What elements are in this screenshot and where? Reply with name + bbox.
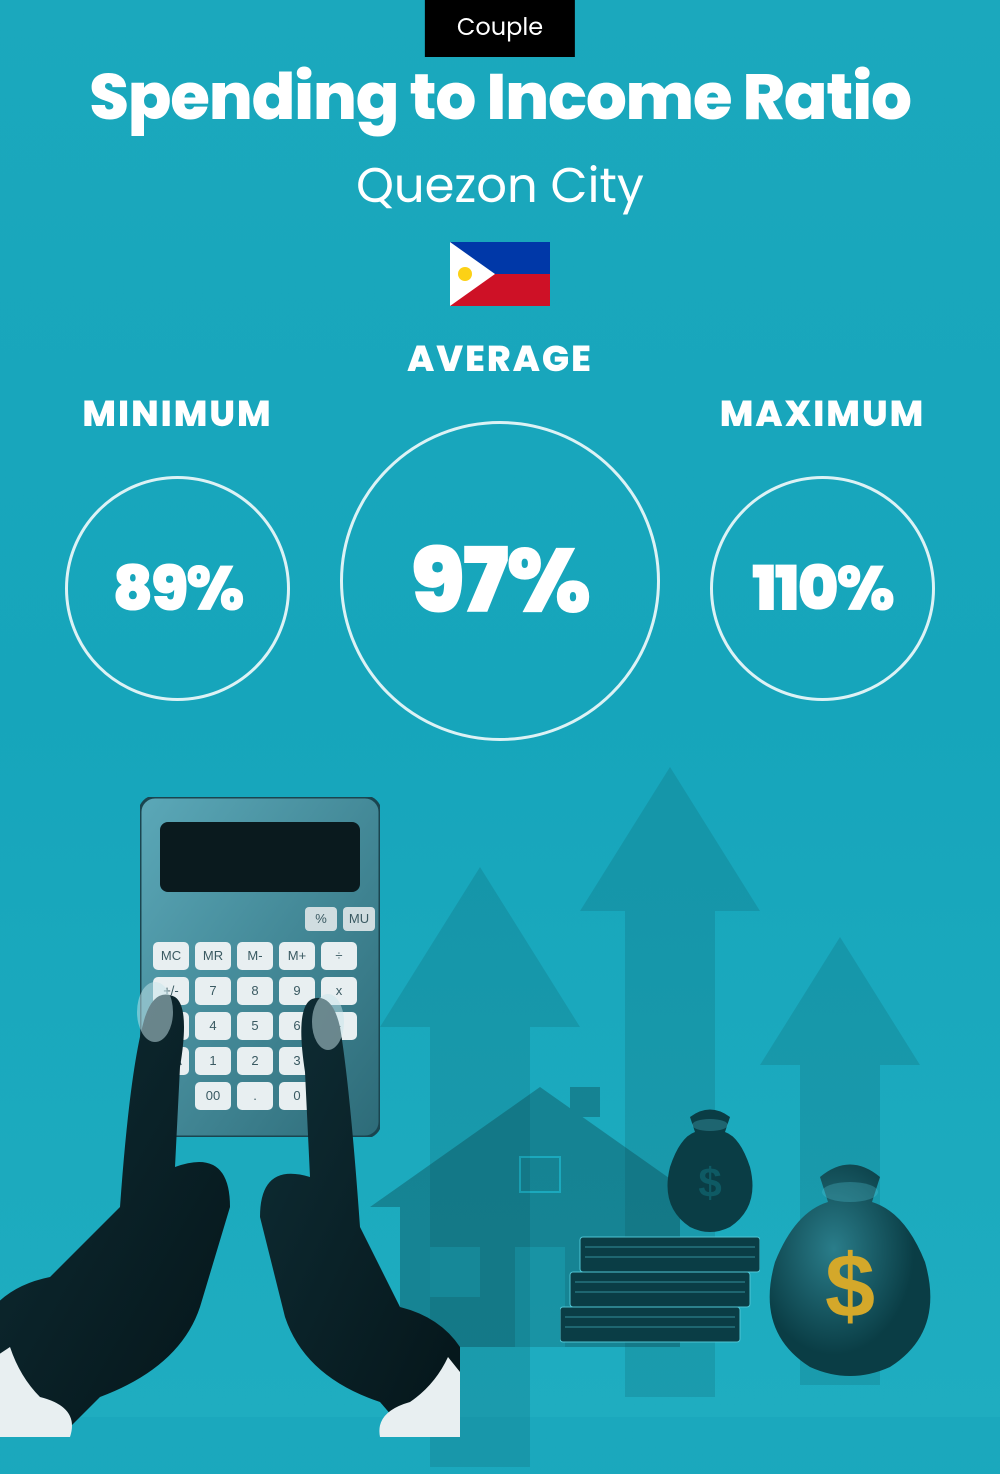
average-value: 97% xyxy=(411,513,589,649)
maximum-value: 110% xyxy=(752,542,893,635)
minimum-value: 89% xyxy=(113,542,243,635)
metric-average: AVERAGE 97% xyxy=(340,386,660,741)
maximum-circle: 110% xyxy=(710,476,935,701)
metric-maximum: MAXIMUM 110% xyxy=(710,386,935,701)
average-circle: 97% xyxy=(340,421,660,741)
metrics-row: MINIMUM 89% AVERAGE 97% MAXIMUM 110% xyxy=(0,306,1000,741)
average-label: AVERAGE xyxy=(407,331,593,386)
badge-label: Couple xyxy=(457,11,543,44)
page-subtitle: Quezon City xyxy=(0,150,1000,222)
metric-minimum: MINIMUM 89% xyxy=(65,386,290,701)
svg-text:$: $ xyxy=(825,1237,875,1337)
category-badge: Couple xyxy=(425,0,575,57)
maximum-label: MAXIMUM xyxy=(720,386,925,441)
page-title: Spending to Income Ratio xyxy=(0,50,1000,145)
minimum-label: MINIMUM xyxy=(82,386,272,441)
hands-icon xyxy=(0,787,460,1437)
illustration-area: $ $ xyxy=(0,797,1000,1417)
money-bag-large-icon: $ xyxy=(750,1147,950,1387)
minimum-circle: 89% xyxy=(65,476,290,701)
svg-text:$: $ xyxy=(698,1159,721,1206)
philippines-flag-icon xyxy=(450,242,550,306)
